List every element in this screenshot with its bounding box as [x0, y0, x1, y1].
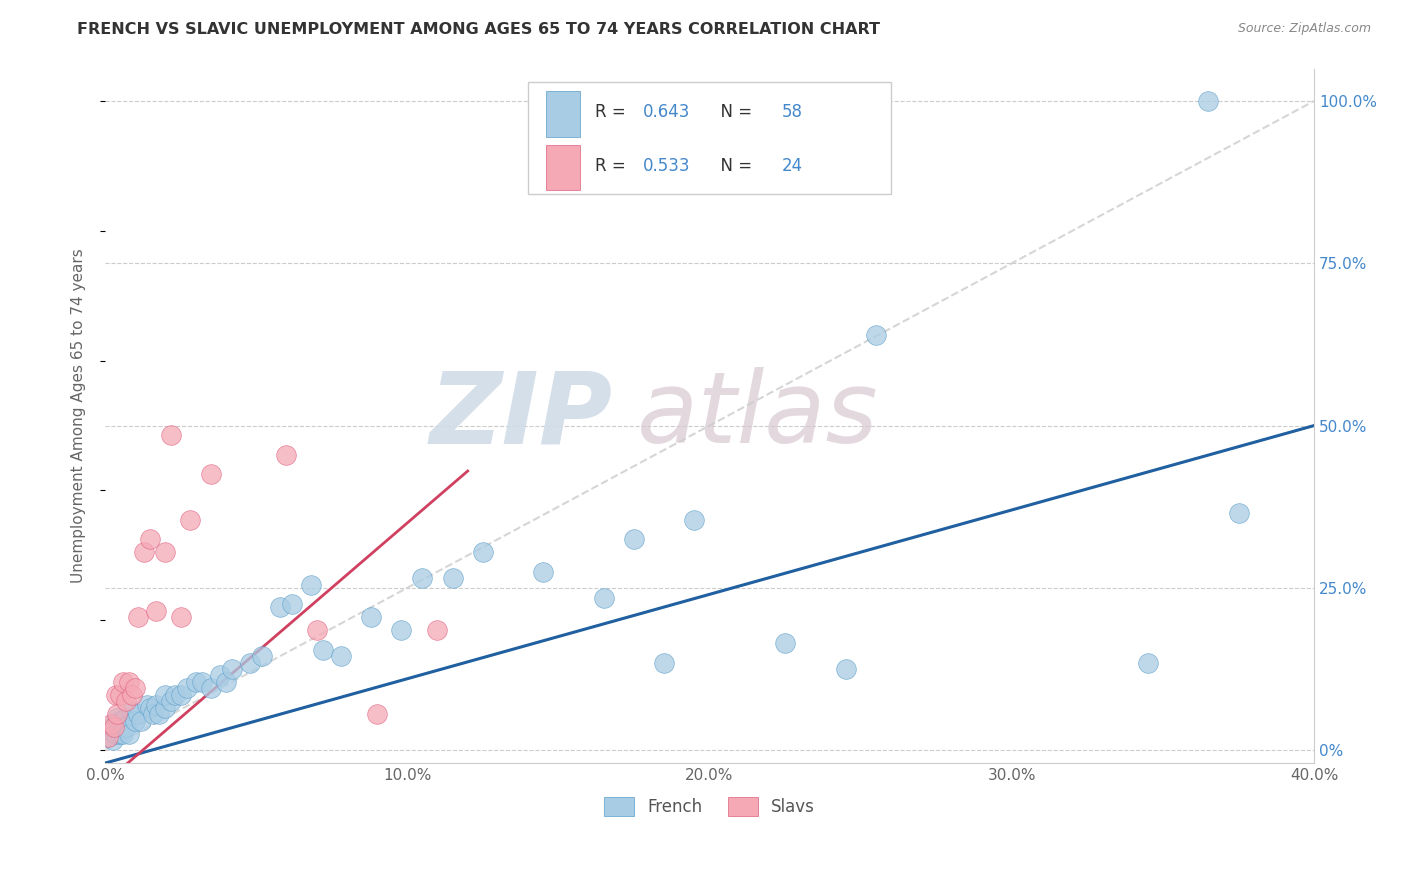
Point [865, 327, 887, 342]
Point [155, 688, 177, 702]
Point [239, 656, 262, 670]
Point [100, 723, 122, 738]
Point [134, 545, 156, 559]
Point [366, 707, 388, 722]
Point [1227, 506, 1250, 520]
Point [623, 532, 645, 546]
Point [311, 642, 333, 657]
Point [118, 675, 141, 690]
Point [1197, 94, 1219, 108]
Legend: French, Slavs: French, Slavs [596, 789, 823, 824]
Point [834, 662, 856, 676]
Text: 0.533: 0.533 [643, 157, 690, 175]
Point [108, 714, 131, 728]
Point [155, 545, 177, 559]
Point [121, 688, 143, 702]
Point [160, 428, 183, 442]
Point [163, 688, 186, 702]
Point [148, 707, 170, 722]
Point [169, 688, 191, 702]
Point [179, 513, 201, 527]
Point [104, 688, 127, 702]
Point [652, 656, 675, 670]
Point [773, 636, 796, 650]
Point [103, 720, 125, 734]
Point [114, 711, 136, 725]
Point [200, 467, 222, 482]
Point [108, 688, 131, 702]
Point [97, 730, 120, 744]
Text: ZIP: ZIP [430, 368, 613, 465]
Point [142, 707, 165, 722]
Point [139, 701, 162, 715]
Y-axis label: Unemployment Among Ages 65 to 74 years: Unemployment Among Ages 65 to 74 years [72, 249, 86, 583]
Point [118, 727, 141, 741]
Point [329, 648, 352, 663]
FancyBboxPatch shape [547, 92, 581, 136]
Point [139, 532, 162, 546]
Point [124, 681, 146, 696]
Point [305, 623, 328, 637]
Point [136, 698, 159, 712]
Point [190, 675, 212, 690]
Point [97, 730, 120, 744]
Point [112, 675, 135, 690]
Point [176, 681, 198, 696]
Point [104, 727, 127, 741]
Point [299, 577, 322, 591]
Point [683, 513, 706, 527]
FancyBboxPatch shape [547, 145, 581, 190]
Text: atlas: atlas [637, 368, 879, 465]
Point [112, 727, 135, 741]
Text: 24: 24 [782, 157, 803, 175]
Point [250, 648, 273, 663]
Point [471, 545, 494, 559]
Text: R =: R = [595, 157, 631, 175]
Point [127, 707, 149, 722]
Point [103, 717, 125, 731]
Text: N =: N = [710, 157, 756, 175]
Point [276, 448, 298, 462]
Point [105, 707, 128, 722]
Point [101, 733, 124, 747]
Point [208, 668, 231, 682]
Point [145, 604, 167, 618]
Point [426, 623, 449, 637]
Text: FRENCH VS SLAVIC UNEMPLOYMENT AMONG AGES 65 TO 74 YEARS CORRELATION CHART: FRENCH VS SLAVIC UNEMPLOYMENT AMONG AGES… [77, 22, 880, 37]
Point [127, 610, 149, 624]
Point [108, 727, 131, 741]
Point [215, 675, 238, 690]
Point [124, 714, 146, 728]
Point [389, 623, 412, 637]
Point [184, 675, 207, 690]
Point [155, 701, 177, 715]
Point [531, 565, 554, 579]
Point [107, 723, 129, 738]
Point [115, 720, 138, 734]
FancyBboxPatch shape [529, 82, 891, 194]
Text: Source: ZipAtlas.com: Source: ZipAtlas.com [1237, 22, 1371, 36]
Point [441, 571, 464, 585]
Text: 58: 58 [782, 103, 803, 121]
Point [121, 704, 143, 718]
Point [1136, 656, 1159, 670]
Point [281, 597, 304, 611]
Text: 0.643: 0.643 [643, 103, 690, 121]
Point [200, 681, 222, 696]
Point [160, 694, 183, 708]
Point [360, 610, 382, 624]
Point [411, 571, 433, 585]
Point [592, 591, 614, 605]
Point [105, 711, 128, 725]
Text: N =: N = [710, 103, 756, 121]
Point [221, 662, 243, 676]
Text: R =: R = [595, 103, 631, 121]
Point [145, 698, 167, 712]
Point [110, 720, 132, 734]
Point [129, 714, 152, 728]
Point [269, 600, 291, 615]
Point [169, 610, 191, 624]
Point [100, 717, 122, 731]
Point [115, 694, 138, 708]
